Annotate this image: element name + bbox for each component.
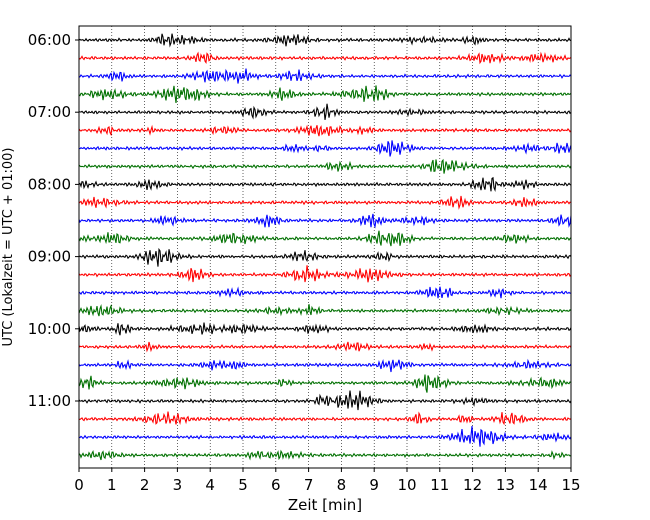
trace-0615: [78, 51, 572, 65]
trace-1045: [78, 374, 572, 393]
x-tick-label: 9: [369, 476, 379, 494]
trace-1015: [78, 341, 572, 353]
y-axis: 06:00 07:00 08:00 09:00 10:00 11:00: [28, 31, 79, 410]
x-tick-label: 13: [496, 476, 515, 494]
trace-0645: [78, 85, 572, 104]
trace-0600: [78, 33, 572, 48]
trace-0915: [78, 265, 572, 283]
x-tick-label: 1: [107, 476, 117, 494]
trace-0845: [78, 230, 572, 247]
trace-1145: [78, 449, 572, 461]
trace-1130: [78, 426, 572, 447]
x-tick-label: 10: [397, 476, 416, 494]
trace-group: [78, 33, 572, 461]
trace-0700: [78, 103, 572, 120]
x-tick-label: 6: [271, 476, 281, 494]
x-tick-label: 11: [430, 476, 449, 494]
x-tick-label: 2: [140, 476, 150, 494]
trace-0900: [78, 247, 572, 267]
trace-1100: [78, 390, 572, 411]
y-tick-label: 07:00: [28, 103, 71, 121]
y-tick-label: 08:00: [28, 175, 71, 193]
trace-1115: [78, 411, 572, 426]
trace-0745: [78, 158, 572, 174]
trace-0815: [78, 195, 572, 210]
trace-0730: [78, 140, 572, 157]
y-axis-label: UTC (Lokalzeit = UTC + 01:00): [1, 148, 16, 347]
x-tick-label: 3: [173, 476, 183, 494]
x-tick-label: 7: [304, 476, 314, 494]
x-tick-label: 14: [529, 476, 548, 494]
x-axis-label: Zeit [min]: [288, 496, 362, 514]
trace-0930: [78, 286, 572, 299]
trace-0945: [78, 303, 572, 317]
trace-1030: [78, 358, 572, 373]
x-tick-label: 4: [205, 476, 215, 494]
y-tick-label: 09:00: [28, 248, 71, 266]
trace-1000: [78, 322, 572, 336]
y-tick-label: 10:00: [28, 320, 71, 338]
trace-0800: [78, 176, 572, 193]
trace-0715: [78, 124, 572, 137]
trace-0630: [78, 68, 572, 84]
x-tick-label: 5: [238, 476, 248, 494]
x-tick-label: 12: [463, 476, 482, 494]
x-tick-label: 0: [74, 476, 84, 494]
x-tick-label: 8: [337, 476, 347, 494]
x-tick-label: 15: [561, 476, 580, 494]
plot-frame: [78, 25, 572, 469]
x-axis: 0 1 2 3 4 5 6 7 8 9 10 11 12 13 14 15: [74, 468, 581, 494]
trace-0830: [78, 213, 572, 229]
y-tick-label: 11:00: [28, 392, 71, 410]
y-tick-label: 06:00: [28, 31, 71, 49]
